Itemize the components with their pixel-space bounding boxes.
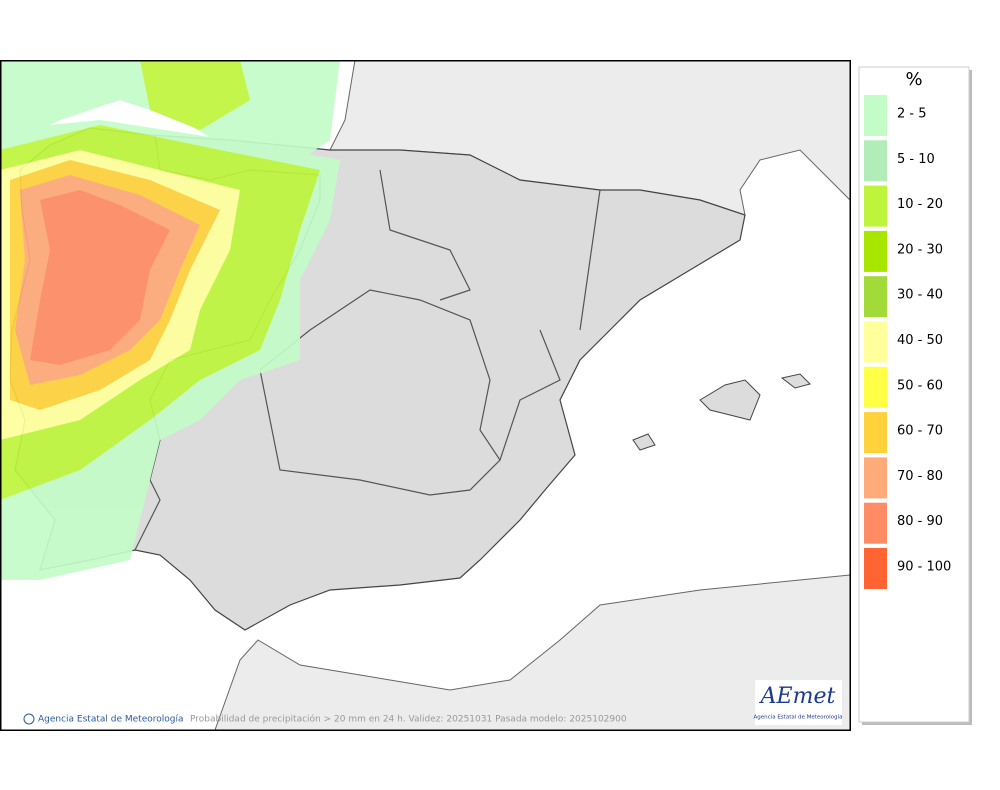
legend-swatch — [864, 457, 887, 499]
precipitation-field — [1, 61, 340, 580]
ibiza — [632, 433, 656, 451]
legend-label: 5 - 10 — [897, 152, 935, 167]
legend-swatch — [864, 412, 887, 454]
legend-swatch — [864, 548, 887, 589]
menorca — [780, 373, 811, 389]
africa — [214, 574, 850, 730]
legend-label: 30 - 40 — [897, 288, 943, 303]
legend-swatch — [864, 502, 887, 544]
legend-label: 80 - 90 — [897, 514, 943, 529]
legend-label: 40 - 50 — [897, 333, 943, 348]
mallorca — [699, 379, 761, 421]
legend-swatch — [864, 366, 887, 408]
logo-subtitle: Agencia Estatal de Meteorología — [754, 714, 843, 721]
legend-swatch — [864, 276, 887, 318]
logo-name: AEmet — [759, 684, 836, 709]
agency-name: Agencia Estatal de Meteorología — [38, 715, 184, 725]
legend-label: 50 - 60 — [897, 378, 943, 393]
legend-swatch — [864, 321, 887, 363]
legend-title: % — [905, 69, 922, 90]
map-border — [0, 60, 851, 731]
legend-label: 20 - 30 — [897, 242, 943, 257]
legend-label: 90 - 100 — [897, 560, 951, 575]
legend-swatch — [864, 95, 887, 136]
map — [1, 61, 850, 730]
caption: Probabilidad de precipitación > 20 mm en… — [190, 714, 627, 725]
legend-label: 2 - 5 — [897, 107, 927, 122]
legend-swatch — [864, 230, 887, 272]
legend-label: 70 - 80 — [897, 469, 943, 484]
legend-swatch — [864, 185, 887, 227]
legend-label: 10 - 20 — [897, 197, 943, 212]
legend-swatch — [864, 140, 887, 182]
copyright-icon — [23, 713, 35, 725]
legend-items: 2 - 5 5 - 10 10 - 20 20 - 30 30 - 40 40 - 50 5… — [864, 95, 951, 589]
legend-label: 60 - 70 — [897, 424, 943, 439]
logo-box — [755, 680, 842, 725]
